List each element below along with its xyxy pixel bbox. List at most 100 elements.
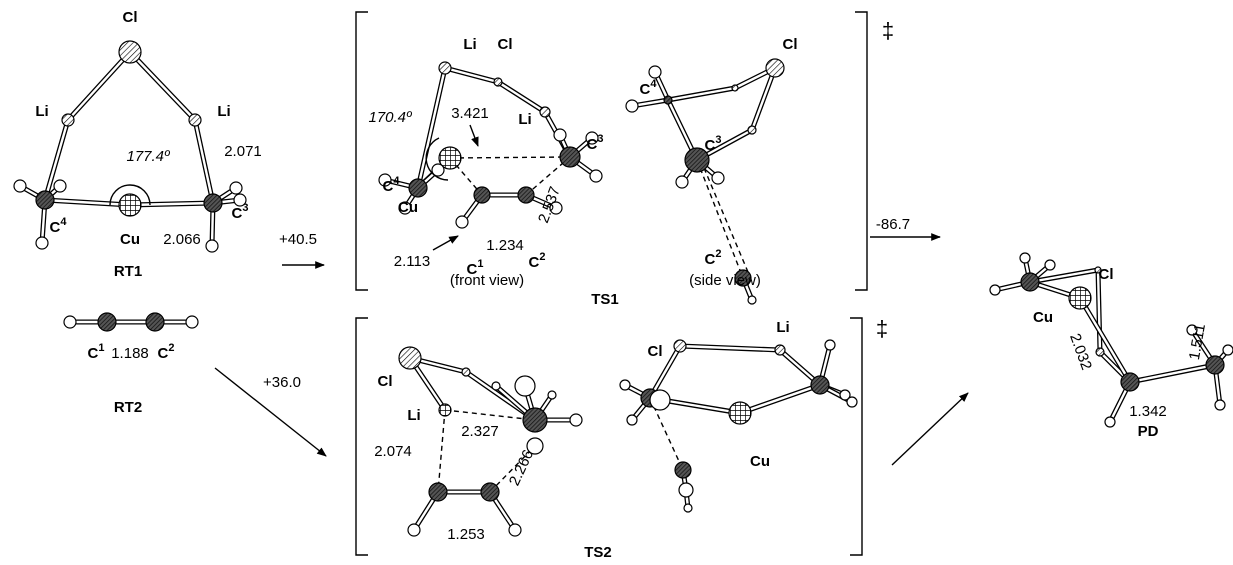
bond-core (498, 82, 545, 112)
atom-label: Cu (750, 453, 770, 470)
bond-core (1080, 298, 1130, 382)
element: C (232, 205, 243, 222)
atom (990, 285, 1000, 295)
atom-label: Cu (1033, 309, 1053, 326)
atom (408, 524, 420, 536)
element: C (50, 219, 61, 236)
element: C (705, 137, 716, 154)
distance: 2.066 (163, 231, 201, 248)
atom-label: C4 (50, 216, 68, 236)
atom-label: Cl (498, 36, 513, 53)
species-label: TS2 (584, 544, 612, 561)
atom-label: Cl (1099, 266, 1114, 283)
atom (518, 187, 534, 203)
atom (1021, 273, 1039, 291)
atom (548, 391, 556, 399)
dashed-bond (450, 157, 570, 158)
atom (626, 100, 638, 112)
distance: 3.421 (451, 105, 489, 122)
superscript: 4 (393, 175, 400, 187)
distance: 2.074 (374, 443, 412, 460)
atom (825, 340, 835, 350)
atom (1096, 348, 1104, 356)
distance: 2.113 (394, 253, 430, 270)
bond-core (740, 385, 820, 413)
arrow (892, 393, 968, 465)
distance: 1.342 (1129, 403, 1167, 420)
distance: 2.327 (461, 423, 499, 440)
atom (494, 78, 502, 86)
atom (230, 182, 242, 194)
atom (399, 347, 421, 369)
species-label: TS1 (591, 291, 619, 308)
molecules (14, 41, 1233, 536)
bond-core (130, 52, 195, 120)
atom (627, 415, 637, 425)
superscript: 3 (597, 133, 603, 145)
atom-label: C4 (383, 175, 401, 195)
atom (684, 504, 692, 512)
angle-label: 170.4º (368, 109, 413, 126)
element: C (158, 345, 169, 362)
atom (664, 96, 672, 104)
superscript: 2 (168, 342, 174, 354)
atom (675, 462, 691, 478)
atom-label: C2 (529, 251, 546, 271)
element: C (383, 178, 394, 195)
atom (206, 240, 218, 252)
superscript: 1 (98, 342, 104, 354)
species-label: RT1 (114, 263, 142, 280)
atom-label: Li (35, 103, 48, 120)
atom (474, 187, 490, 203)
atom (1045, 260, 1055, 270)
atom (649, 66, 661, 78)
atom (554, 129, 566, 141)
atom (1215, 400, 1225, 410)
atom-label: C4 (640, 78, 658, 98)
atom-label: C3 (587, 133, 604, 153)
energy-label: -86.7 (876, 216, 910, 233)
atom-label: Li (776, 319, 789, 336)
atom (429, 483, 447, 501)
atom (119, 194, 141, 216)
bracket (356, 12, 867, 290)
atom (811, 376, 829, 394)
distance: 1.253 (447, 526, 485, 543)
atom (732, 85, 738, 91)
atom (729, 402, 751, 424)
superscript: 2 (539, 251, 545, 263)
superscript: 1 (477, 258, 483, 270)
element: C (88, 345, 99, 362)
atom (620, 380, 630, 390)
element: C (529, 254, 540, 271)
superscript: 4 (60, 216, 67, 228)
superscript: 3 (242, 202, 248, 214)
distance: 2.032 (1066, 331, 1095, 372)
atom-label: Cl (123, 9, 138, 26)
atom (119, 41, 141, 63)
atom-label: Cl (783, 36, 798, 53)
atom-label: Cl (378, 373, 393, 390)
bond-core (195, 120, 213, 203)
atom-label: C3 (705, 134, 722, 154)
atom (1206, 356, 1224, 374)
atom-label: Li (463, 36, 476, 53)
distance: 2.266 (506, 447, 537, 488)
atom (712, 172, 724, 184)
distance: 2.071 (224, 143, 262, 160)
atom-label: Li (217, 103, 230, 120)
energy-label: +40.5 (279, 231, 317, 248)
atom (439, 62, 451, 74)
atom-label: C2 (158, 342, 175, 362)
species-label: PD (1138, 423, 1159, 440)
dashed-bond (438, 410, 445, 492)
atom-label: C3 (232, 202, 249, 222)
atom (64, 316, 76, 328)
atom (847, 397, 857, 407)
superscript: 4 (650, 78, 657, 90)
atom (462, 368, 470, 376)
atom-label: Li (518, 111, 531, 128)
reaction-diagram: Cl Li Li C4 C3 Cu 177.4º 2.071 2.066 RT1… (0, 0, 1233, 565)
energy-label: +36.0 (263, 374, 301, 391)
atom (679, 483, 693, 497)
